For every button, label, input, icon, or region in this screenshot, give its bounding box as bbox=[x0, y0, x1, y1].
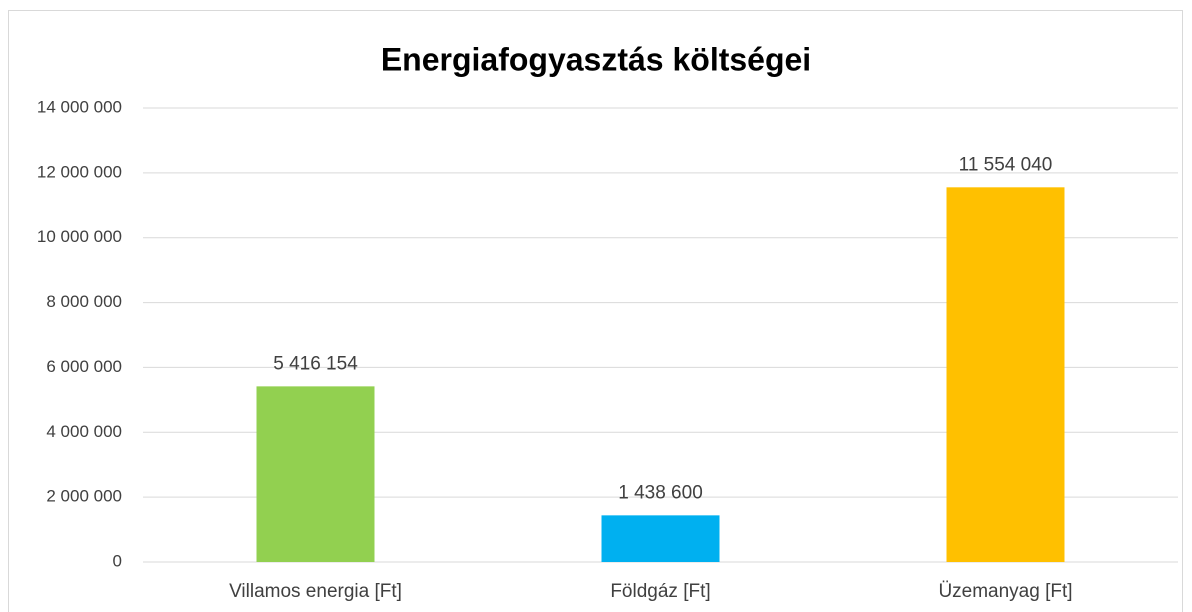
y-tick-label: 4 000 000 bbox=[46, 422, 122, 441]
bar bbox=[946, 187, 1065, 563]
y-tick-label: 14 000 000 bbox=[37, 97, 122, 116]
y-tick-label: 2 000 000 bbox=[46, 487, 122, 506]
y-tick-label: 0 bbox=[113, 551, 122, 570]
data-label: 11 554 040 bbox=[959, 154, 1053, 175]
chart-title: Energiafogyasztás költségei bbox=[381, 41, 811, 77]
data-label: 5 416 154 bbox=[273, 353, 358, 374]
y-tick-label: 12 000 000 bbox=[37, 162, 122, 181]
x-tick-label: Üzemanyag [Ft] bbox=[938, 581, 1072, 602]
bar bbox=[601, 515, 720, 562]
y-tick-label: 10 000 000 bbox=[37, 227, 122, 246]
data-label: 1 438 600 bbox=[618, 482, 703, 503]
x-tick-label: Földgáz [Ft] bbox=[610, 581, 710, 602]
y-tick-label: 6 000 000 bbox=[46, 357, 122, 376]
y-tick-label: 8 000 000 bbox=[46, 292, 122, 311]
x-tick-label: Villamos energia [Ft] bbox=[229, 581, 402, 602]
bar bbox=[256, 386, 375, 562]
